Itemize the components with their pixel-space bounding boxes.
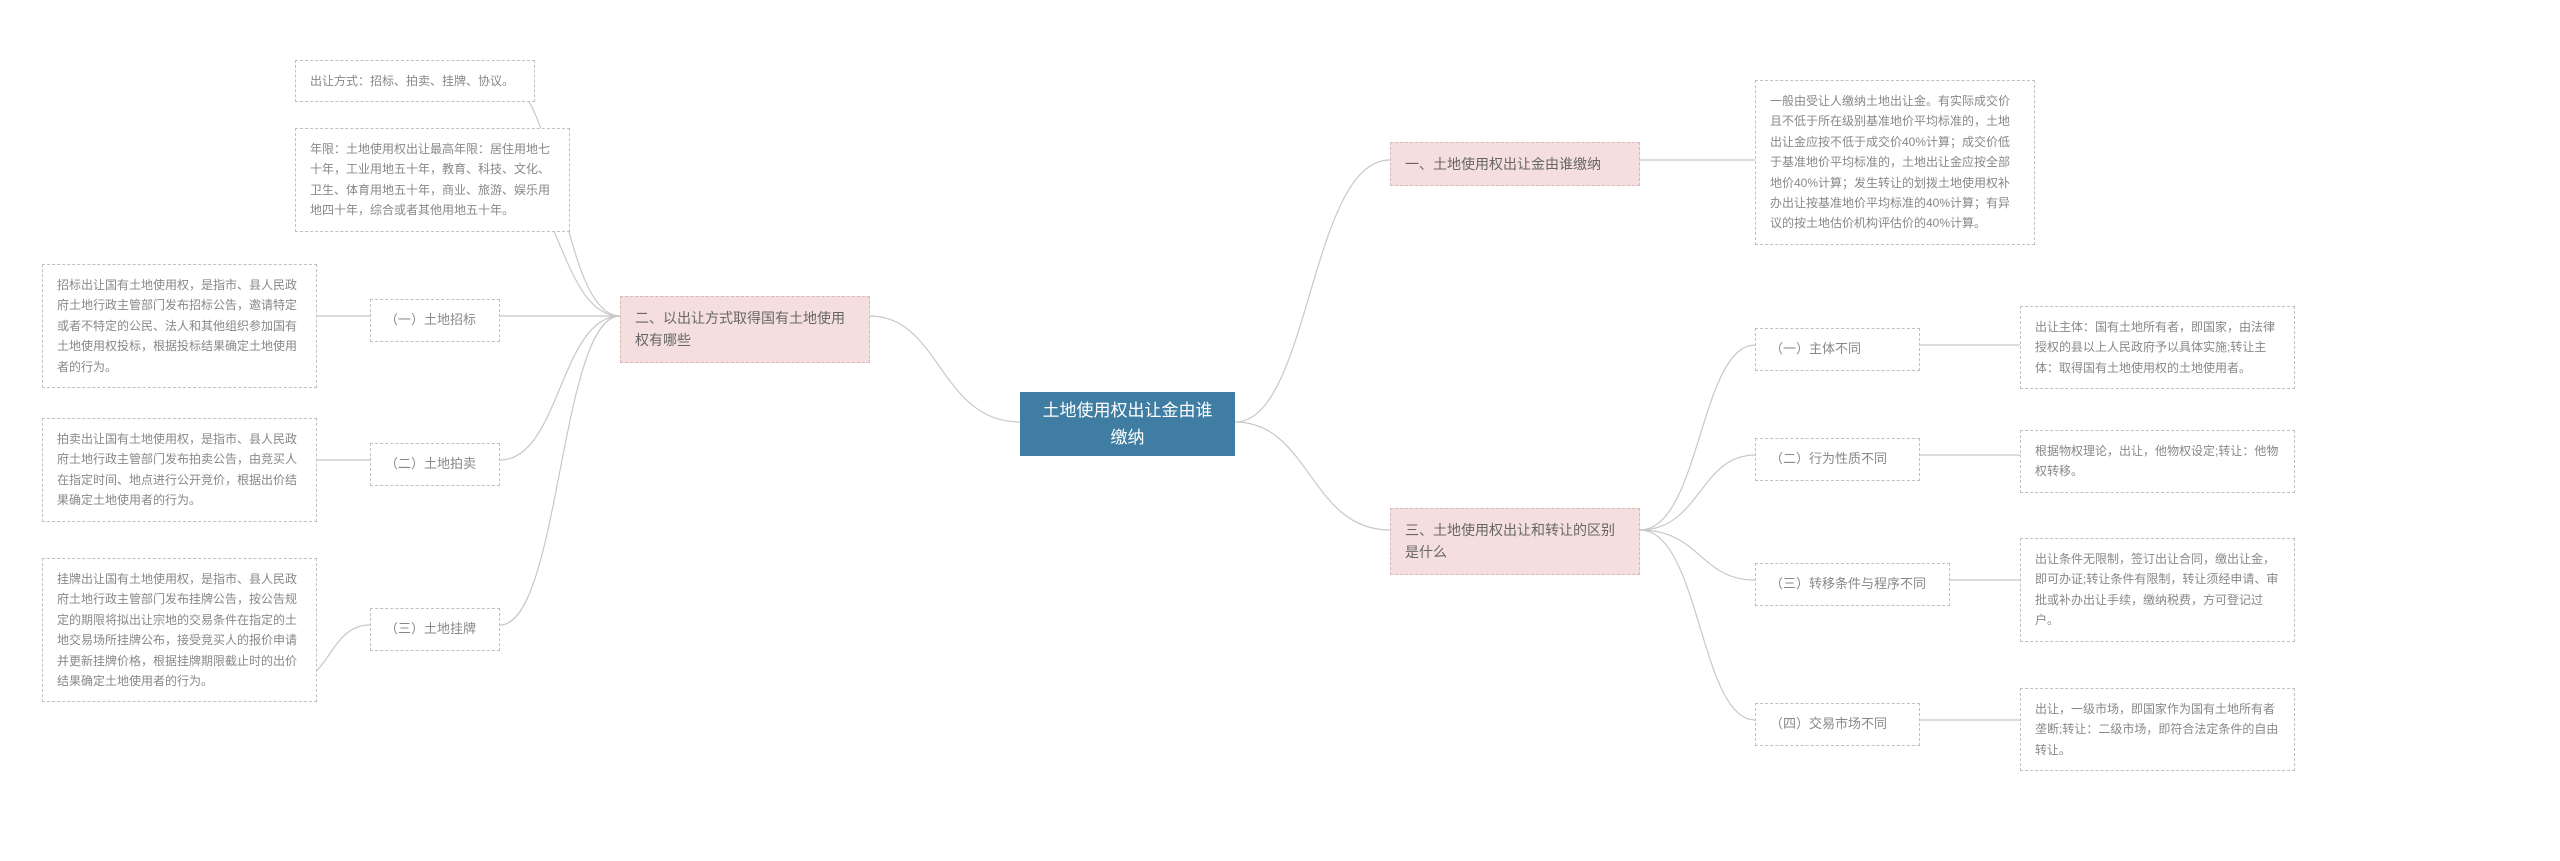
branch-2-sub-1[interactable]: （一）土地招标: [370, 299, 500, 342]
branch-3-sub-1-leaf: 出让主体：国有土地所有者，即国家，由法律授权的县以上人民政府予以具体实施;转让主…: [2020, 306, 2295, 389]
branch-3-sub-4-leaf: 出让，一级市场，即国家作为国有土地所有者垄断;转让：二级市场，即符合法定条件的自…: [2020, 688, 2295, 771]
branch-2-sub-3-leaf: 挂牌出让国有土地使用权，是指市、县人民政府土地行政主管部门发布挂牌公告，按公告规…: [42, 558, 317, 702]
branch-3-sub-2[interactable]: （二）行为性质不同: [1755, 438, 1920, 481]
branch-2-top-2: 年限：土地使用权出让最高年限：居住用地七十年，工业用地五十年，教育、科技、文化、…: [295, 128, 570, 232]
branch-3[interactable]: 三、土地使用权出让和转让的区别是什么: [1390, 508, 1640, 575]
branch-2-sub-2-leaf: 拍卖出让国有土地使用权，是指市、县人民政府土地行政主管部门发布拍卖公告，由竞买人…: [42, 418, 317, 522]
branch-3-sub-3[interactable]: （三）转移条件与程序不同: [1755, 563, 1950, 606]
branch-2-sub-2[interactable]: （二）土地拍卖: [370, 443, 500, 486]
branch-3-sub-1[interactable]: （一）主体不同: [1755, 328, 1920, 371]
branch-2-sub-3[interactable]: （三）土地挂牌: [370, 608, 500, 651]
branch-3-sub-4[interactable]: （四）交易市场不同: [1755, 703, 1920, 746]
branch-2[interactable]: 二、以出让方式取得国有土地使用权有哪些: [620, 296, 870, 363]
root-node[interactable]: 土地使用权出让金由谁缴纳: [1020, 392, 1235, 456]
branch-1-leaf: 一般由受让人缴纳土地出让金。有实际成交价且不低于所在级别基准地价平均标准的，土地…: [1755, 80, 2035, 245]
branch-2-top-1: 出让方式：招标、拍卖、挂牌、协议。: [295, 60, 535, 102]
branch-3-sub-2-leaf: 根据物权理论，出让，他物权设定;转让：他物权转移。: [2020, 430, 2295, 493]
branch-3-sub-3-leaf: 出让条件无限制，签订出让合同，缴出让金，即可办证;转让条件有限制，转让须经申请、…: [2020, 538, 2295, 642]
branch-2-sub-1-leaf: 招标出让国有土地使用权，是指市、县人民政府土地行政主管部门发布招标公告，邀请特定…: [42, 264, 317, 388]
branch-1[interactable]: 一、土地使用权出让金由谁缴纳: [1390, 142, 1640, 186]
